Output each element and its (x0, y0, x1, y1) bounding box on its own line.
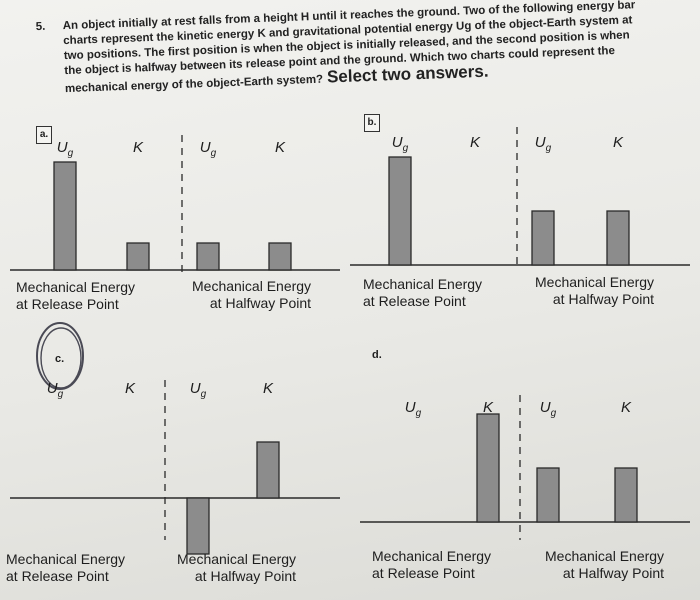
caption-c-halfway: Mechanical Energy at Halfway Point (177, 551, 296, 585)
axis-label-potential: Ug (392, 134, 409, 154)
bar-potential-halfway (531, 210, 555, 266)
caption-line: Mechanical Energy (6, 551, 126, 567)
caption-b-halfway: Mechanical Energy at Halfway Point (535, 274, 654, 308)
axis-label-potential: Ug (405, 399, 422, 419)
axis-label-potential: Ug (190, 380, 207, 400)
axis-label-kinetic: K (133, 139, 144, 156)
bar-potential-release (53, 161, 77, 271)
question-prompt: 5. An object initially at rest falls fro… (36, 0, 698, 98)
option-b-label[interactable]: b. (364, 114, 380, 132)
axis-label-potential: Ug (47, 380, 64, 400)
caption-line: Mechanical Energy (177, 551, 297, 567)
axis-label-kinetic: K (470, 134, 481, 151)
caption-line: Mechanical Energy (192, 278, 312, 294)
caption-d-release: Mechanical Energy at Release Point (372, 548, 491, 582)
chart-svg: Ug K Ug K (10, 135, 340, 275)
caption-a-halfway: Mechanical Energy at Halfway Point (192, 278, 311, 312)
bar-potential-release (388, 156, 412, 266)
option-d-label[interactable]: d. (372, 349, 382, 361)
caption-d-halfway: Mechanical Energy at Halfway Point (545, 548, 664, 582)
caption-line: at Halfway Point (209, 295, 312, 311)
bar-potential-halfway (536, 467, 560, 523)
chart-panel-c[interactable]: Ug K Ug K (10, 375, 340, 555)
chart-panel-a[interactable]: Ug K Ug K (10, 130, 340, 280)
bar-kinetic-halfway (606, 210, 630, 266)
axis-label-kinetic: K (483, 399, 494, 416)
caption-line: at Halfway Point (194, 568, 297, 584)
bar-kinetic-halfway (268, 242, 292, 271)
axis-label-potential: Ug (540, 399, 557, 419)
caption-line: at Release Point (363, 293, 466, 309)
axis-label-potential: Ug (57, 139, 74, 159)
caption-a-release: Mechanical Energy at Release Point (16, 279, 135, 313)
pencil-circle-annotation (36, 322, 84, 390)
caption-line: Mechanical Energy (545, 548, 665, 564)
caption-line: at Halfway Point (552, 291, 655, 307)
caption-line: at Halfway Point (562, 565, 665, 581)
chart-panel-b[interactable]: Ug K Ug K (350, 122, 690, 272)
axis-label-kinetic: K (263, 380, 274, 397)
chart-svg: Ug K Ug K (360, 395, 690, 540)
caption-line: Mechanical Energy (535, 274, 655, 290)
bar-kinetic-halfway (256, 441, 280, 499)
axis-label-kinetic: K (275, 139, 286, 156)
option-a-label[interactable]: a. (36, 126, 52, 144)
caption-line: at Release Point (6, 568, 109, 584)
chart-panel-d[interactable]: Ug K Ug K (360, 390, 690, 545)
caption-line: Mechanical Energy (372, 548, 492, 564)
axis-label-kinetic: K (613, 134, 624, 151)
caption-c-release: Mechanical Energy at Release Point (6, 551, 125, 585)
chart-svg: Ug K Ug K (350, 127, 690, 267)
axis-label-kinetic: K (621, 399, 632, 416)
option-c-label[interactable]: c. (55, 353, 65, 365)
bar-kinetic-halfway (614, 467, 638, 523)
question-number: 5. (35, 20, 46, 34)
axis-label-potential: Ug (200, 139, 217, 159)
caption-line: at Release Point (372, 565, 475, 581)
bar-kinetic-release (126, 242, 150, 271)
axis-label-kinetic: K (125, 380, 136, 397)
caption-line: Mechanical Energy (363, 276, 483, 292)
axis-label-potential: Ug (535, 134, 552, 154)
question-line: mechanical energy of the object-Earth sy… (64, 73, 324, 96)
bar-kinetic-release (476, 413, 500, 523)
caption-b-release: Mechanical Energy at Release Point (363, 276, 482, 310)
caption-line: Mechanical Energy (16, 279, 136, 295)
caption-line: at Release Point (16, 296, 119, 312)
bar-potential-halfway (196, 242, 220, 271)
bar-potential-halfway (186, 497, 210, 555)
chart-svg: Ug K Ug K (10, 380, 340, 555)
